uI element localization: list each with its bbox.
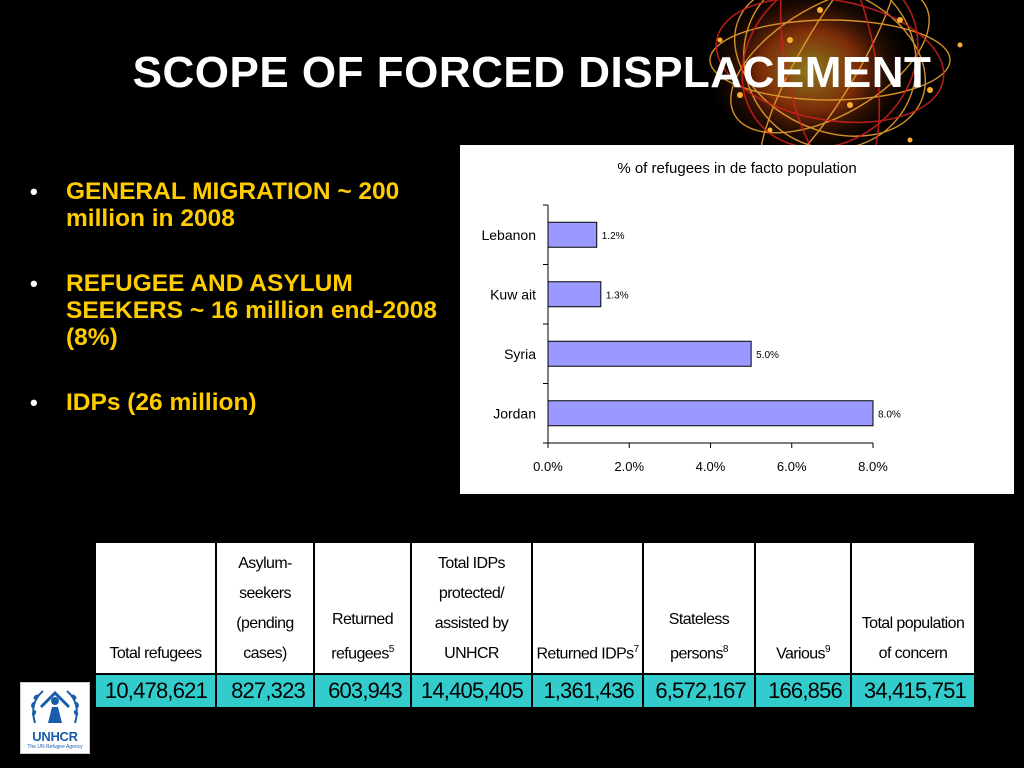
bar-chart: % of refugees in de facto population 0.0%… — [481, 160, 901, 474]
footnote-marker: 9 — [824, 643, 831, 655]
table-header-label: Various — [776, 645, 825, 662]
footnote-marker: 8 — [722, 643, 729, 655]
y-category-label: Lebanon — [481, 227, 536, 243]
table-header-label: Stateless persons — [668, 610, 730, 662]
footnote-marker: 7 — [633, 643, 640, 655]
table-header-label: Returned refugees — [331, 610, 394, 662]
table-value-cell: 166,856 — [754, 673, 852, 709]
table-header-label: Total population of concern — [861, 615, 965, 662]
bullet-item: • REFUGEE AND ASYLUM SEEKERS ~ 16 million… — [30, 270, 450, 351]
y-category-label: Kuw ait — [490, 286, 536, 302]
bullet-dot-icon: • — [30, 179, 38, 204]
table-value-row: 10,478,621 827,323 603,943 14,405,405 1,361,… — [94, 673, 976, 709]
footnote-marker: 5 — [388, 643, 395, 655]
x-tick-label: 4.0% — [696, 459, 726, 474]
bar-lebanon — [547, 221, 598, 248]
table-header-label: Total refugees — [109, 645, 202, 662]
y-category-label: Jordan — [493, 405, 536, 421]
table-header-cell: Asylum-seekers (pending cases) — [215, 541, 315, 675]
population-table: Total refugees Asylum-seekers (pending ca… — [94, 541, 976, 709]
bar-kuwait — [547, 281, 602, 308]
table-header-row: Total refugees Asylum-seekers (pending ca… — [94, 541, 976, 675]
table-header-label: Returned IDPs — [536, 645, 634, 662]
table-value-cell: 603,943 — [313, 673, 412, 709]
bullet-text: GENERAL MIGRATION ~ 200 million in 2008 — [66, 178, 400, 232]
bar-data-label: 1.3% — [606, 290, 629, 301]
table-value-cell: 34,415,751 — [850, 673, 976, 709]
bullet-list: • GENERAL MIGRATION ~ 200 million in 2008… — [30, 178, 450, 454]
bullet-text: REFUGEE AND ASYLUM SEEKERS ~ 16 million … — [66, 270, 438, 351]
logo-tagline: The UN Refugee Agency — [27, 744, 83, 750]
x-tick-label: 6.0% — [777, 459, 807, 474]
unhcr-logo: UNHCR The UN Refugee Agency — [20, 682, 90, 754]
bar-data-label: 5.0% — [756, 350, 779, 361]
x-tick-label: 0.0% — [533, 459, 563, 474]
bar-data-label: 8.0% — [878, 409, 901, 420]
chart-title: % of refugees in de facto population — [617, 160, 856, 177]
logo-wordmark: UNHCR — [32, 729, 78, 744]
table-header-cell: Total IDPs protected/ assisted by UNHCR — [410, 541, 533, 675]
decorative-sphere-graphic — [700, 0, 963, 185]
table-value-cell: 6,572,167 — [642, 673, 756, 709]
table-value-cell: 1,361,436 — [531, 673, 644, 709]
slide-title: SCOPE OF FORCED DISPLACEMENT — [132, 48, 932, 97]
table-header-cell: Returned IDPs7 — [531, 541, 644, 675]
x-tick-label: 8.0% — [858, 459, 888, 474]
table-header-cell: Various9 — [754, 541, 852, 675]
table-value-cell: 827,323 — [215, 673, 315, 709]
y-category-label: Syria — [504, 346, 536, 362]
bar-jordan — [547, 400, 874, 427]
bullet-item: • IDPs (26 million) — [30, 389, 450, 416]
bullet-text: IDPs (26 million) — [66, 389, 257, 416]
table-header-cell: Total population of concern — [850, 541, 976, 675]
unhcr-emblem-icon — [31, 690, 79, 724]
bar-syria — [547, 340, 752, 367]
table-value-cell: 14,405,405 — [410, 673, 533, 709]
table-header-label: Total IDPs protected/ assisted by UNHCR — [434, 555, 509, 662]
bullet-dot-icon: • — [30, 390, 38, 415]
table-header-cell: Stateless persons8 — [642, 541, 756, 675]
bullet-item: • GENERAL MIGRATION ~ 200 million in 2008 — [30, 178, 450, 232]
table-value-cell: 10,478,621 — [94, 673, 217, 709]
table-header-cell: Total refugees — [94, 541, 217, 675]
table-header-label: Asylum-seekers (pending cases) — [236, 555, 294, 662]
bar-data-label: 1.2% — [602, 231, 625, 242]
x-tick-label: 2.0% — [614, 459, 644, 474]
bar-chart-panel: % of refugees in de facto population 0.0%… — [460, 145, 1014, 494]
table-header-cell: Returned refugees5 — [313, 541, 412, 675]
population-table-wrapper: Total refugees Asylum-seekers (pending ca… — [94, 541, 976, 709]
bullet-dot-icon: • — [30, 271, 38, 296]
